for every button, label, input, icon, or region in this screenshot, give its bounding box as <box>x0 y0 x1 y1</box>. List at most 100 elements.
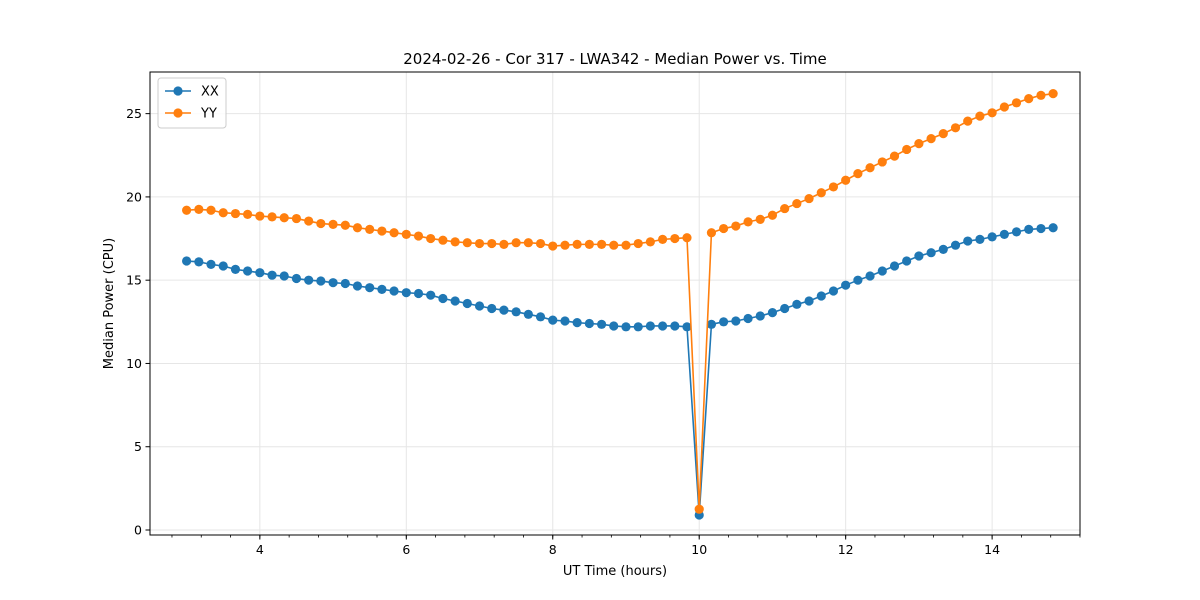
data-point-xx <box>914 251 924 261</box>
data-point-yy <box>731 221 741 231</box>
data-point-xx <box>243 266 253 276</box>
data-point-xx <box>487 303 497 314</box>
data-point-yy <box>780 203 790 214</box>
data-point-xx <box>499 305 509 315</box>
data-point-xx <box>438 293 448 304</box>
data-point-yy <box>694 504 704 514</box>
data-point-xx <box>401 288 411 298</box>
data-point-xx <box>902 256 912 266</box>
data-point-xx <box>657 321 668 331</box>
x-axis-label: UT Time (hours) <box>563 564 667 579</box>
data-point-xx <box>926 248 936 258</box>
x-tick-label: 8 <box>549 542 557 557</box>
data-point-xx <box>963 236 973 246</box>
data-point-yy <box>999 102 1009 112</box>
data-point-xx <box>816 291 826 301</box>
data-point-xx <box>596 319 607 329</box>
data-point-yy <box>340 220 350 230</box>
data-point-yy <box>267 212 277 222</box>
data-point-yy <box>243 209 253 219</box>
legend-label: XX <box>201 85 219 100</box>
legend-swatch-marker <box>173 86 183 96</box>
data-point-xx <box>718 317 729 327</box>
data-point-xx <box>706 319 717 329</box>
data-point-yy <box>474 238 485 249</box>
data-point-xx <box>523 309 533 319</box>
data-point-xx <box>328 278 338 288</box>
series-xx <box>182 223 1058 520</box>
data-point-yy <box>596 239 607 249</box>
data-point-yy <box>230 208 241 219</box>
legend-swatch-marker <box>173 108 183 118</box>
data-point-yy <box>609 240 619 250</box>
data-point-yy <box>218 208 228 218</box>
data-point-xx <box>340 278 350 289</box>
data-point-xx <box>1048 223 1058 233</box>
data-point-yy <box>584 239 594 249</box>
x-tick-label: 4 <box>256 542 264 557</box>
data-point-yy <box>841 175 851 185</box>
data-point-xx <box>865 271 875 281</box>
data-point-xx <box>975 234 985 244</box>
data-point-xx <box>377 284 387 294</box>
data-point-yy <box>438 235 448 245</box>
data-point-yy <box>828 182 839 192</box>
data-point-xx <box>853 275 863 285</box>
data-point-xx <box>828 286 839 296</box>
y-tick-label: 10 <box>126 356 142 371</box>
series-layer <box>182 89 1058 520</box>
data-point-yy <box>560 240 570 250</box>
data-point-xx <box>267 270 277 280</box>
x-tick-label: 6 <box>402 542 410 557</box>
y-tick-label: 0 <box>134 523 142 538</box>
data-point-xx <box>511 307 521 317</box>
data-point-yy <box>352 223 363 233</box>
data-point-yy <box>206 205 216 215</box>
data-point-yy <box>633 238 643 249</box>
y-tick-label: 25 <box>126 106 142 121</box>
data-point-yy <box>535 238 546 249</box>
data-point-yy <box>548 241 558 251</box>
data-point-xx <box>743 313 753 324</box>
data-point-yy <box>426 233 436 244</box>
data-point-yy <box>743 217 753 227</box>
data-point-xx <box>804 296 814 306</box>
data-point-yy <box>682 233 692 243</box>
data-point-yy <box>792 198 802 209</box>
data-point-xx <box>938 244 948 254</box>
y-tick-label: 5 <box>134 439 142 454</box>
data-point-yy <box>926 134 936 144</box>
plot-frame <box>149 71 1081 536</box>
series-yy <box>182 89 1058 514</box>
data-point-yy <box>487 238 497 249</box>
data-point-xx <box>194 257 204 267</box>
y-tick-label: 20 <box>126 189 142 204</box>
data-point-yy <box>645 237 655 247</box>
data-point-xx <box>731 316 741 326</box>
data-point-xx <box>767 308 778 318</box>
data-point-xx <box>182 256 192 266</box>
data-point-xx <box>560 316 570 326</box>
data-point-yy <box>401 229 411 239</box>
data-point-xx <box>987 232 997 242</box>
data-point-xx <box>462 298 472 309</box>
data-point-yy <box>853 168 863 179</box>
x-tick-label: 12 <box>838 542 854 557</box>
data-point-xx <box>877 266 887 276</box>
data-point-xx <box>670 321 680 331</box>
data-point-yy <box>975 111 985 121</box>
legend-label: YY <box>200 107 217 122</box>
data-point-yy <box>938 129 948 139</box>
data-point-yy <box>365 224 375 234</box>
data-point-xx <box>450 296 460 306</box>
data-point-yy <box>462 238 472 248</box>
data-point-xx <box>352 281 363 291</box>
x-tick-label: 14 <box>984 542 1000 557</box>
data-point-xx <box>572 318 582 328</box>
y-tick-label: 15 <box>126 273 142 288</box>
data-point-yy <box>291 213 302 224</box>
data-point-yy <box>450 237 460 247</box>
data-point-xx <box>950 240 961 250</box>
data-point-yy <box>182 205 192 215</box>
data-point-yy <box>718 223 729 234</box>
